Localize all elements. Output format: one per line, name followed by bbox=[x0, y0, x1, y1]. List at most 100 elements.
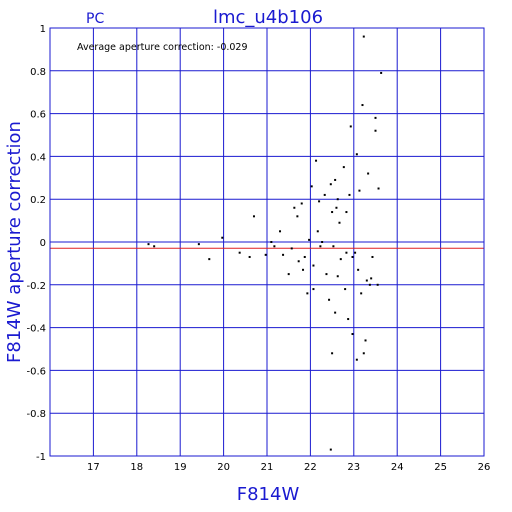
data-point bbox=[147, 243, 150, 246]
data-point bbox=[348, 193, 351, 196]
y-tick-label: -0.6 bbox=[26, 366, 46, 377]
data-point bbox=[344, 288, 347, 291]
y-tick-label: 0.2 bbox=[30, 195, 46, 206]
data-point bbox=[351, 333, 354, 336]
x-tick-labels: 17 18 19 20 21 22 23 24 25 26 bbox=[87, 462, 490, 473]
data-point bbox=[264, 253, 267, 256]
data-point bbox=[331, 352, 334, 355]
data-point bbox=[364, 339, 367, 342]
x-tick-label: 25 bbox=[434, 462, 447, 473]
data-point bbox=[319, 245, 322, 248]
data-point bbox=[221, 236, 224, 239]
y-tick-label: -1 bbox=[36, 452, 46, 463]
data-point bbox=[370, 277, 373, 280]
data-points bbox=[147, 35, 383, 451]
data-point bbox=[338, 221, 341, 224]
data-point bbox=[252, 215, 255, 218]
data-point bbox=[297, 260, 300, 263]
data-point bbox=[336, 275, 339, 278]
data-point bbox=[362, 35, 365, 38]
data-point bbox=[355, 153, 358, 156]
data-point bbox=[306, 292, 309, 295]
data-point bbox=[345, 211, 348, 214]
data-point bbox=[361, 104, 364, 107]
data-point bbox=[362, 352, 365, 355]
y-tick-label: -0.4 bbox=[26, 324, 46, 335]
data-point bbox=[347, 318, 350, 321]
data-point bbox=[308, 238, 311, 241]
data-point bbox=[312, 288, 315, 291]
x-tick-label: 21 bbox=[261, 462, 274, 473]
data-point bbox=[197, 243, 200, 246]
data-point bbox=[376, 283, 379, 286]
data-point bbox=[248, 255, 251, 258]
data-point bbox=[279, 230, 282, 233]
data-point bbox=[368, 283, 371, 286]
data-point bbox=[328, 298, 331, 301]
data-point bbox=[325, 273, 328, 276]
y-tick-label: 1 bbox=[40, 24, 46, 35]
data-point bbox=[351, 255, 354, 258]
data-point bbox=[354, 251, 357, 254]
data-point bbox=[290, 247, 293, 250]
data-point bbox=[380, 71, 383, 74]
data-point bbox=[332, 245, 335, 248]
y-axis-label: F814W aperture correction bbox=[4, 121, 25, 363]
data-point bbox=[287, 273, 290, 276]
data-point bbox=[315, 159, 318, 162]
data-point bbox=[358, 189, 361, 192]
data-point bbox=[331, 211, 334, 214]
data-point bbox=[334, 311, 337, 314]
y-tick-label: -0.8 bbox=[26, 409, 46, 420]
reference-lines bbox=[50, 241, 484, 249]
data-point bbox=[371, 255, 374, 258]
data-point bbox=[377, 187, 380, 190]
y-tick-label: -0.2 bbox=[26, 281, 46, 292]
data-point bbox=[365, 279, 368, 282]
data-point bbox=[335, 206, 338, 209]
y-tick-label: 0.8 bbox=[30, 67, 46, 78]
data-point bbox=[318, 200, 321, 203]
data-point bbox=[303, 255, 306, 258]
data-point bbox=[321, 241, 324, 243]
data-point bbox=[270, 241, 273, 243]
data-point bbox=[329, 448, 332, 451]
data-point bbox=[208, 258, 211, 261]
plot-frame bbox=[49, 27, 485, 457]
x-tick-label: 20 bbox=[217, 462, 230, 473]
data-point bbox=[153, 245, 156, 248]
data-point bbox=[349, 125, 352, 128]
chart-title: lmc_u4b106 bbox=[213, 7, 323, 28]
y-tick-label: 0.4 bbox=[30, 152, 46, 163]
x-tick-label: 19 bbox=[174, 462, 187, 473]
data-point bbox=[273, 245, 276, 248]
data-point bbox=[300, 202, 303, 205]
data-point bbox=[329, 183, 332, 186]
y-tick-label: 0 bbox=[40, 238, 46, 249]
data-point bbox=[282, 253, 285, 256]
y-tick-label: 0.6 bbox=[30, 110, 46, 121]
corner-label: PC bbox=[86, 11, 104, 27]
data-point bbox=[293, 206, 296, 209]
y-tick-labels: -1 -0.8 -0.6 -0.4 -0.2 0 0.2 0.4 0.6 0.8 1 bbox=[26, 24, 46, 463]
data-point bbox=[367, 172, 370, 175]
annotation-text: Average aperture correction: -0.029 bbox=[77, 42, 248, 53]
data-point bbox=[360, 292, 363, 295]
x-tick-label: 26 bbox=[478, 462, 491, 473]
data-point bbox=[334, 178, 337, 181]
data-point bbox=[323, 193, 326, 196]
data-point bbox=[355, 358, 358, 361]
x-tick-label: 17 bbox=[87, 462, 100, 473]
data-point bbox=[336, 198, 339, 201]
x-tick-label: 24 bbox=[391, 462, 404, 473]
data-point bbox=[339, 258, 342, 261]
data-point bbox=[342, 166, 345, 169]
x-tick-label: 22 bbox=[304, 462, 317, 473]
data-point bbox=[312, 264, 315, 267]
data-point bbox=[374, 129, 377, 132]
data-point bbox=[310, 185, 313, 188]
data-point bbox=[316, 230, 319, 233]
data-point bbox=[345, 251, 348, 254]
data-point bbox=[296, 215, 299, 218]
